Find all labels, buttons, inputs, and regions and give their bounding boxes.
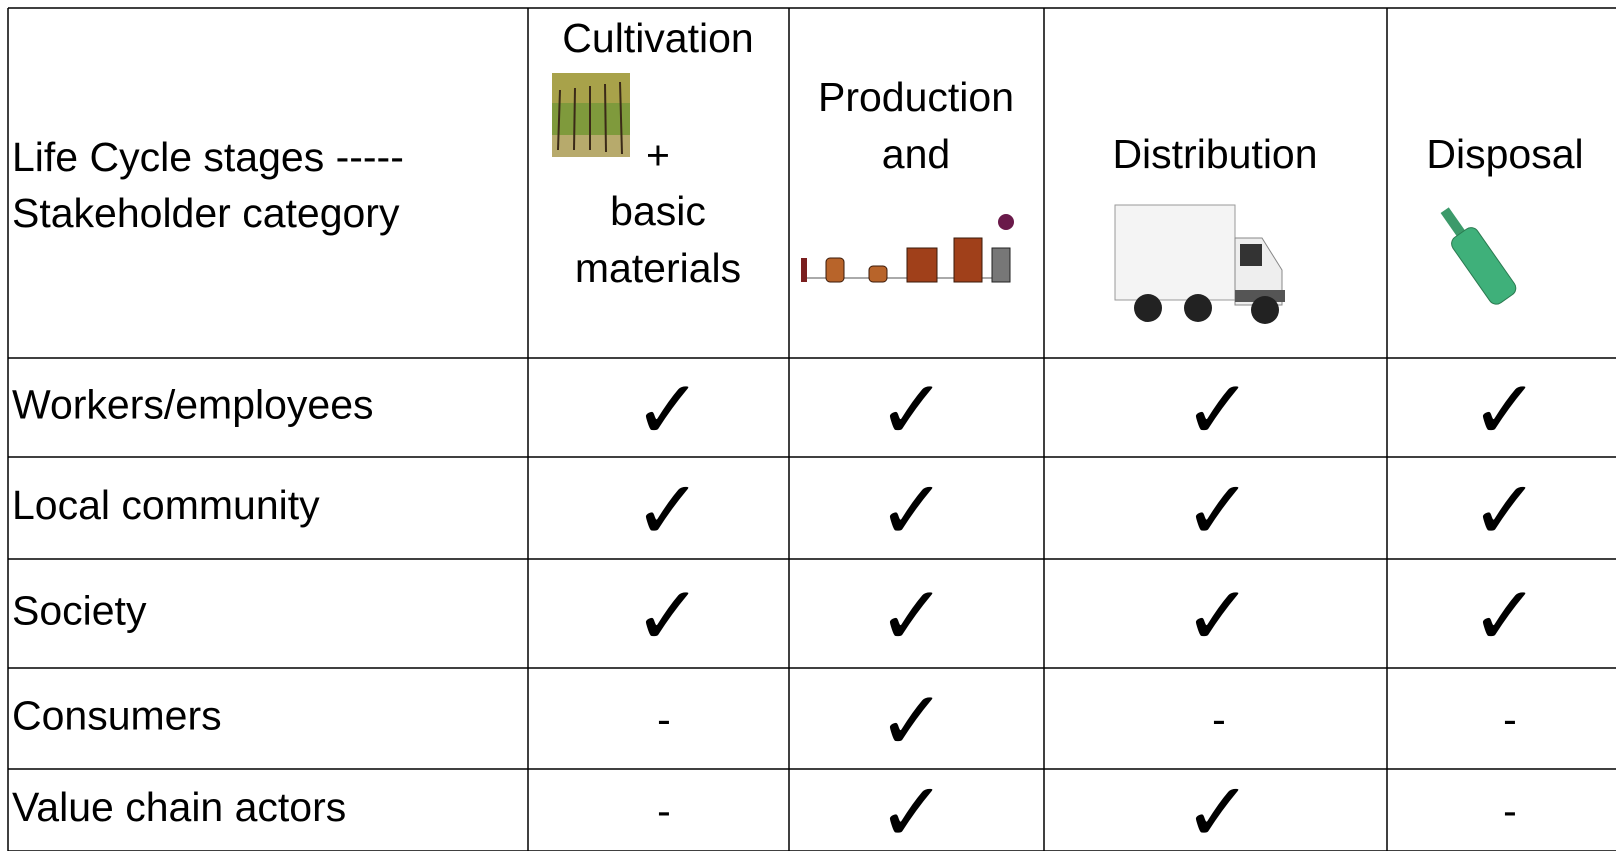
winery-image bbox=[801, 214, 1014, 283]
check-cell: ✓ bbox=[634, 463, 703, 558]
column-header: + bbox=[646, 132, 670, 178]
column-header: Distribution bbox=[1112, 131, 1317, 177]
dash-cell: - bbox=[1212, 696, 1226, 742]
check-cell: ✓ bbox=[878, 765, 947, 851]
dash-cell: - bbox=[657, 788, 671, 834]
dash-cell: - bbox=[1503, 696, 1517, 742]
row-label: Local community bbox=[12, 482, 320, 528]
check-cell: ✓ bbox=[1184, 363, 1253, 458]
check-cell: ✓ bbox=[634, 363, 703, 458]
check-cell: ✓ bbox=[878, 363, 947, 458]
row-label: Consumers bbox=[12, 692, 222, 738]
check-cell: ✓ bbox=[878, 463, 947, 558]
row-label: Workers/employees bbox=[12, 381, 374, 427]
header-stub: Life Cycle stages ----- bbox=[12, 134, 404, 180]
vineyard-image bbox=[552, 73, 630, 157]
check-cell: ✓ bbox=[1184, 765, 1253, 851]
column-header: materials bbox=[575, 245, 741, 291]
row-label: Society bbox=[12, 587, 147, 633]
check-cell: ✓ bbox=[1471, 569, 1540, 664]
column-header: basic bbox=[610, 188, 706, 234]
column-header: Cultivation bbox=[562, 15, 753, 61]
dash-cell: - bbox=[657, 696, 671, 742]
check-cell: ✓ bbox=[1184, 569, 1253, 664]
column-header: Production bbox=[818, 74, 1014, 120]
column-header: Disposal bbox=[1426, 131, 1583, 177]
check-cell: ✓ bbox=[634, 569, 703, 664]
check-cell: ✓ bbox=[878, 674, 947, 769]
row-label: Value chain actors bbox=[12, 784, 346, 830]
check-cell: ✓ bbox=[1471, 363, 1540, 458]
truck-image bbox=[1114, 204, 1285, 324]
dash-cell: - bbox=[1503, 788, 1517, 834]
check-cell: ✓ bbox=[878, 569, 947, 664]
bottle-image bbox=[1440, 207, 1517, 305]
check-cell: ✓ bbox=[1184, 463, 1253, 558]
column-header: and bbox=[882, 131, 950, 177]
check-cell: ✓ bbox=[1471, 463, 1540, 558]
header-stub: Stakeholder category bbox=[12, 190, 400, 236]
